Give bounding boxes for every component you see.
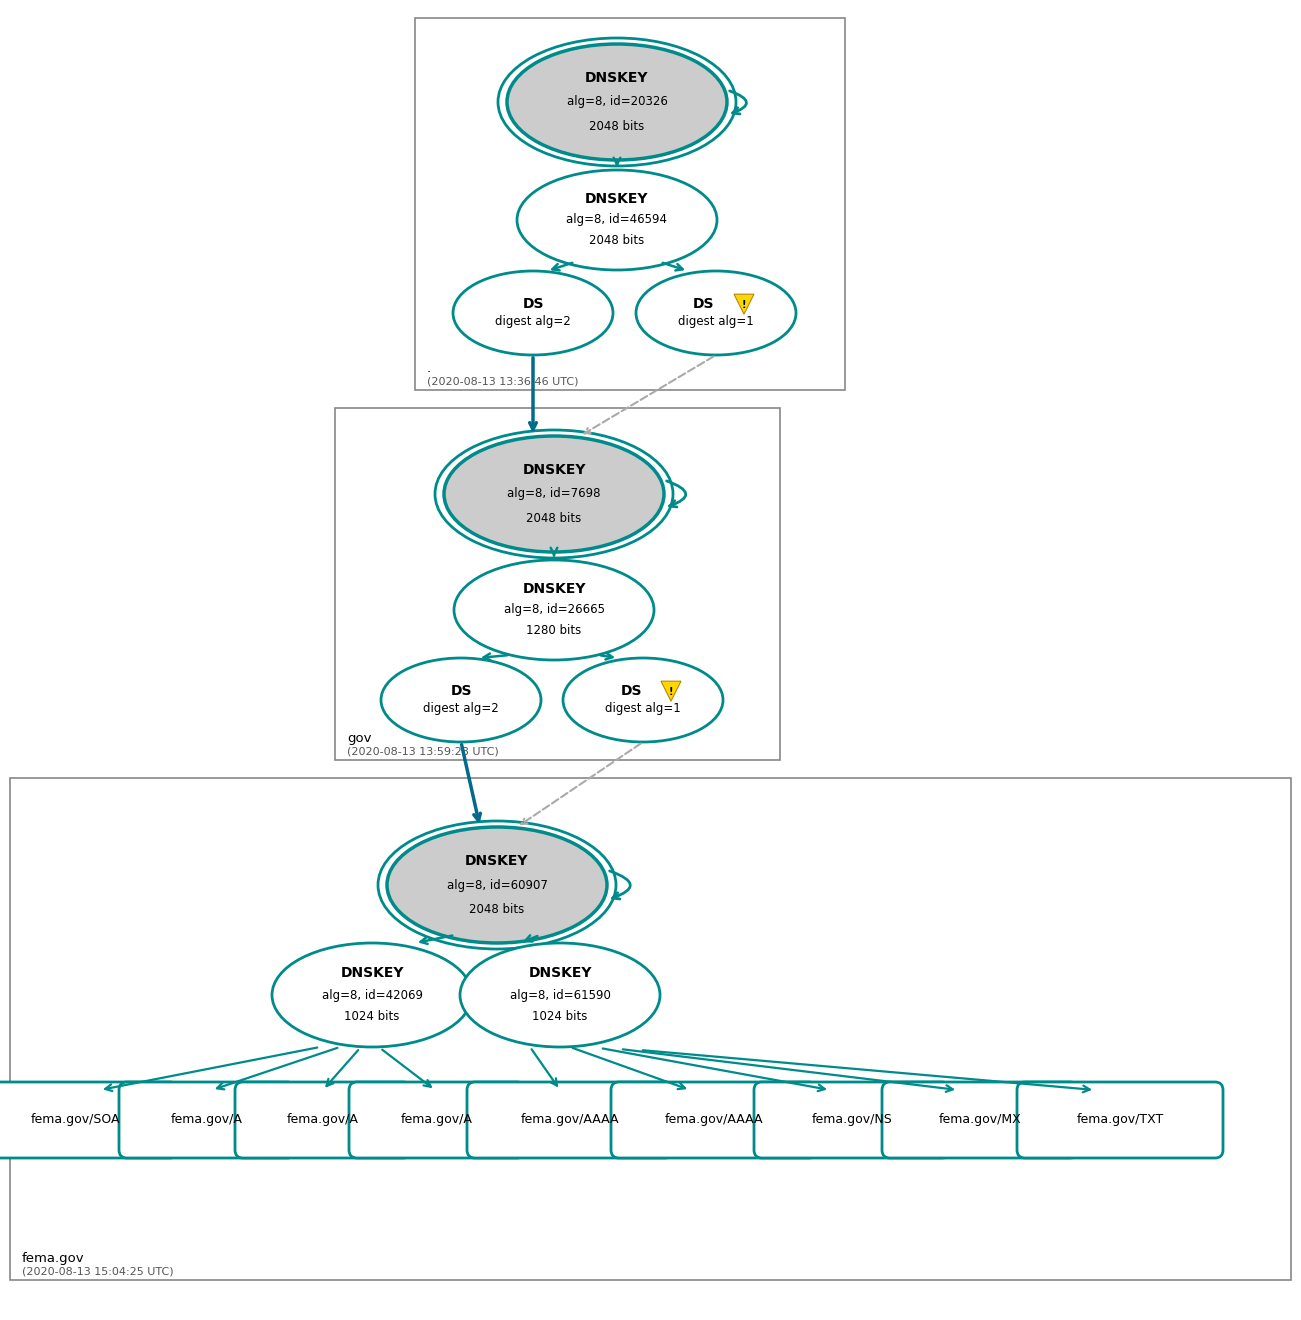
FancyBboxPatch shape [755,1082,950,1158]
Text: alg=8, id=42069: alg=8, id=42069 [321,989,423,1002]
Text: gov: gov [347,733,372,744]
Text: (2020-08-13 13:59:28 UTC): (2020-08-13 13:59:28 UTC) [347,747,498,756]
Text: alg=8, id=20326: alg=8, id=20326 [566,95,667,108]
FancyBboxPatch shape [349,1082,526,1158]
Text: DNSKEY: DNSKEY [522,462,585,477]
Text: fema.gov/A: fema.gov/A [170,1114,243,1126]
Text: 2048 bits: 2048 bits [589,235,644,248]
FancyBboxPatch shape [118,1082,295,1158]
Ellipse shape [386,828,608,942]
Text: DS: DS [522,297,544,312]
FancyBboxPatch shape [611,1082,817,1158]
Text: DS: DS [621,684,641,698]
Ellipse shape [507,44,727,160]
Text: DNSKEY: DNSKEY [585,191,649,206]
Text: DNSKEY: DNSKEY [528,966,592,981]
FancyBboxPatch shape [1017,1082,1223,1158]
Ellipse shape [461,942,660,1047]
FancyBboxPatch shape [235,1082,411,1158]
Ellipse shape [563,657,723,742]
FancyBboxPatch shape [882,1082,1079,1158]
Text: alg=8, id=46594: alg=8, id=46594 [566,214,667,227]
Text: fema.gov: fema.gov [22,1251,85,1265]
Ellipse shape [453,271,613,355]
Text: alg=8, id=26665: alg=8, id=26665 [503,603,605,616]
Text: DNSKEY: DNSKEY [341,966,403,981]
Ellipse shape [636,271,796,355]
Text: digest alg=2: digest alg=2 [423,702,498,715]
Text: fema.gov/A: fema.gov/A [288,1114,359,1126]
Text: alg=8, id=60907: alg=8, id=60907 [446,879,548,891]
Text: fema.gov/AAAA: fema.gov/AAAA [520,1114,619,1126]
Text: digest alg=2: digest alg=2 [496,315,571,329]
Text: fema.gov/NS: fema.gov/NS [812,1114,892,1126]
Text: (2020-08-13 15:04:25 UTC): (2020-08-13 15:04:25 UTC) [22,1267,173,1276]
Text: fema.gov/MX: fema.gov/MX [938,1114,1021,1126]
Text: DNSKEY: DNSKEY [522,582,585,597]
Polygon shape [734,294,755,314]
Text: !: ! [742,300,747,310]
Text: DNSKEY: DNSKEY [585,71,649,84]
Text: alg=8, id=7698: alg=8, id=7698 [507,487,601,500]
Bar [415,18,846,389]
Text: fema.gov/TXT: fema.gov/TXT [1076,1114,1163,1126]
Text: .: . [427,362,431,375]
Bar [334,408,781,760]
Ellipse shape [381,657,541,742]
Text: 2048 bits: 2048 bits [589,120,644,133]
Text: DNSKEY: DNSKEY [466,854,528,867]
Text: !: ! [669,688,673,697]
Ellipse shape [444,436,664,552]
FancyBboxPatch shape [467,1082,673,1158]
Text: 1024 bits: 1024 bits [532,1010,588,1023]
Ellipse shape [516,170,717,271]
Text: (2020-08-13 13:36:46 UTC): (2020-08-13 13:36:46 UTC) [427,378,579,387]
FancyBboxPatch shape [0,1082,178,1158]
Text: DS: DS [450,684,472,698]
Text: DS: DS [693,297,714,312]
Text: fema.gov/AAAA: fema.gov/AAAA [665,1114,764,1126]
Ellipse shape [272,942,472,1047]
Text: digest alg=1: digest alg=1 [678,315,753,329]
Text: 1280 bits: 1280 bits [527,624,582,638]
Text: alg=8, id=61590: alg=8, id=61590 [510,989,610,1002]
Text: digest alg=1: digest alg=1 [605,702,680,715]
Bar [10,777,1291,1280]
Polygon shape [661,681,680,701]
Text: fema.gov/SOA: fema.gov/SOA [30,1114,120,1126]
Ellipse shape [454,560,654,660]
Text: 2048 bits: 2048 bits [470,903,524,916]
Text: fema.gov/A: fema.gov/A [401,1114,474,1126]
Text: 2048 bits: 2048 bits [527,512,582,525]
Text: 1024 bits: 1024 bits [345,1010,399,1023]
